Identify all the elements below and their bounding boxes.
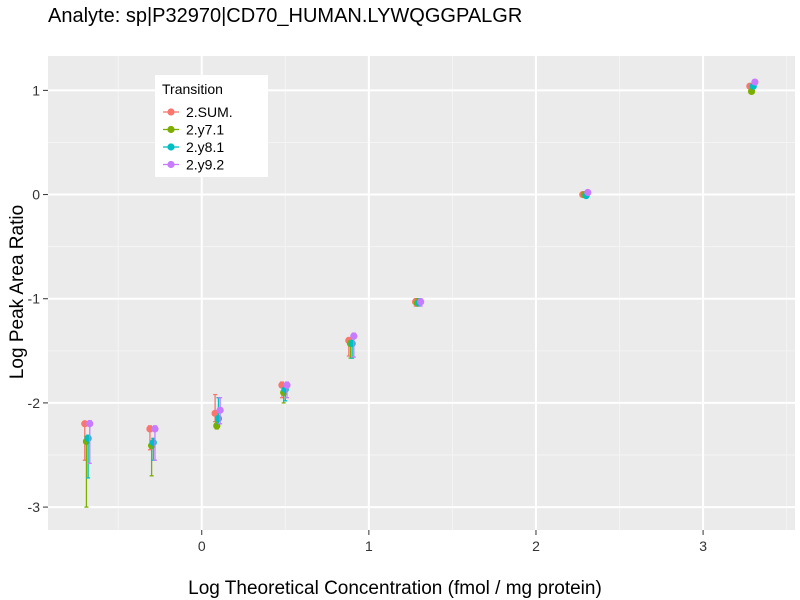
x-tick-label: 1 (365, 538, 373, 554)
legend-label: 2.y9.2 (186, 157, 224, 173)
x-tick-label: 2 (532, 538, 540, 554)
data-point (584, 188, 592, 197)
data-point (149, 438, 157, 447)
y-axis-label: Log Peak Area Ratio (7, 205, 28, 379)
data-point (151, 425, 159, 433)
y-tick-label: -1 (28, 291, 41, 307)
legend-title: Transition (162, 81, 223, 97)
data-point (81, 420, 89, 428)
chart-title: Analyte: sp|P32970|CD70_HUMAN.LYWQGGPALG… (48, 5, 522, 27)
legend-key-point (167, 108, 175, 116)
x-axis: 0 1 2 3 (198, 530, 707, 554)
data-point (350, 332, 358, 340)
data-point (86, 420, 94, 428)
y-tick-label: -3 (28, 499, 41, 515)
data-point (348, 339, 356, 348)
data-point (214, 414, 223, 423)
x-tick-label: 0 (198, 538, 206, 554)
legend-item: 2.y7.1 (163, 122, 224, 138)
legend-box (155, 75, 268, 177)
legend-key-point (167, 143, 175, 151)
y-axis: 1 0 -1 -2 -3 (28, 82, 48, 515)
y-tick-label: 1 (32, 82, 40, 98)
data-point (146, 425, 154, 433)
legend: Transition 2.SUM. 2.y7.12.y8.1 2.y9.2 (155, 75, 268, 177)
legend-label: 2.SUM. (186, 104, 233, 120)
x-tick-label: 3 (699, 538, 707, 554)
legend-key-point (167, 160, 175, 169)
x-axis-label: Log Theoretical Concentration (fmol / mg… (188, 578, 602, 599)
data-point (417, 298, 425, 306)
data-point (216, 406, 224, 414)
legend-item: 2.y8.1 (163, 139, 224, 155)
legend-label: 2.y7.1 (186, 122, 224, 138)
series-2.y9.2 (86, 78, 759, 464)
y-tick-label: 0 (32, 187, 40, 203)
legend-key-point (167, 125, 175, 134)
legend-items: 2.SUM. 2.y7.12.y8.1 2.y9.2 (163, 104, 233, 173)
data-point (84, 434, 92, 442)
legend-label: 2.y8.1 (186, 139, 224, 155)
data-point (751, 78, 759, 86)
legend-item: 2.SUM. (163, 104, 233, 120)
data-point (283, 381, 291, 389)
y-tick-label: -2 (28, 395, 41, 411)
legend-item: 2.y9.2 (163, 157, 224, 173)
data-marks (81, 78, 759, 508)
